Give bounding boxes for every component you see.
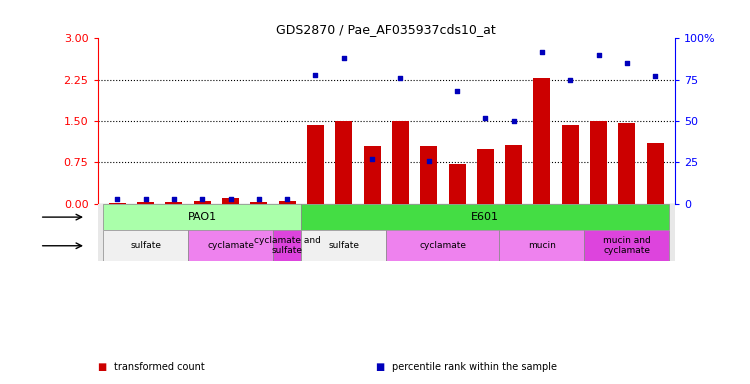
Point — [394, 75, 406, 81]
Title: GDS2870 / Pae_AF035937cds10_at: GDS2870 / Pae_AF035937cds10_at — [276, 23, 496, 36]
Point — [338, 55, 350, 61]
Text: percentile rank within the sample: percentile rank within the sample — [392, 362, 556, 372]
Bar — [166, 202, 182, 204]
Bar — [646, 143, 664, 204]
Bar — [335, 121, 352, 204]
Bar — [562, 125, 579, 204]
Text: cyclamate: cyclamate — [419, 241, 466, 250]
Point — [423, 158, 435, 164]
Bar — [273, 230, 302, 261]
Text: PAO1: PAO1 — [188, 212, 217, 222]
Bar — [619, 123, 635, 204]
Text: ■: ■ — [98, 362, 106, 372]
Bar — [448, 164, 466, 204]
Text: mucin and
cyclamate: mucin and cyclamate — [603, 236, 651, 255]
Point — [168, 196, 180, 202]
Point — [281, 196, 293, 202]
Bar — [506, 145, 522, 204]
Bar — [302, 230, 386, 261]
Point — [366, 156, 378, 162]
Point — [451, 88, 463, 94]
Bar — [302, 204, 669, 230]
Text: transformed count: transformed count — [114, 362, 205, 372]
Bar — [386, 230, 500, 261]
Text: sulfate: sulfate — [328, 241, 359, 250]
Bar — [188, 230, 273, 261]
Text: mucin: mucin — [528, 241, 556, 250]
Bar — [279, 200, 296, 204]
Point — [196, 196, 208, 202]
Point — [536, 48, 548, 55]
Point — [224, 196, 236, 202]
Point — [111, 196, 123, 202]
Point — [508, 118, 520, 124]
Bar — [104, 204, 302, 230]
Bar — [590, 121, 607, 204]
Point — [621, 60, 633, 66]
Bar — [392, 121, 409, 204]
Bar — [533, 78, 550, 204]
Point — [140, 196, 152, 202]
Bar — [109, 203, 126, 204]
Bar — [137, 202, 154, 204]
Point — [650, 73, 662, 79]
Text: cyclamate: cyclamate — [207, 241, 254, 250]
Point — [253, 196, 265, 202]
Bar — [194, 200, 211, 204]
Text: cyclamate and
sulfate: cyclamate and sulfate — [254, 236, 320, 255]
Bar — [364, 146, 380, 204]
Point — [592, 52, 604, 58]
Bar — [222, 198, 239, 204]
Text: ■: ■ — [375, 362, 384, 372]
Point — [310, 72, 322, 78]
Bar — [477, 149, 494, 204]
Bar — [307, 125, 324, 204]
Bar — [251, 202, 267, 204]
Text: E601: E601 — [471, 212, 500, 222]
Text: sulfate: sulfate — [130, 241, 161, 250]
Point — [479, 115, 491, 121]
Bar — [104, 230, 188, 261]
Bar — [584, 230, 669, 261]
Bar — [420, 146, 437, 204]
Point — [564, 77, 576, 83]
Bar — [500, 230, 584, 261]
